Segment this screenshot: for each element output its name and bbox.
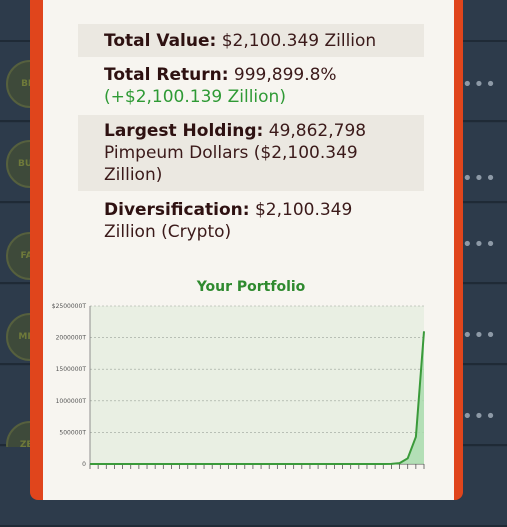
portfolio-chart: 0 500000T 1000000T 1500000T 2000000T $2500000… — [0, 0, 507, 482]
y-tick-label: 500000T — [59, 429, 86, 436]
y-tick-label: $2500000T — [52, 303, 87, 310]
y-tick-label: 1500000T — [56, 366, 87, 373]
y-tick-label: 2000000T — [56, 335, 87, 342]
y-tick-label: 0 — [82, 461, 86, 468]
plot-area — [90, 306, 424, 464]
y-tick-label: 1000000T — [56, 398, 87, 405]
